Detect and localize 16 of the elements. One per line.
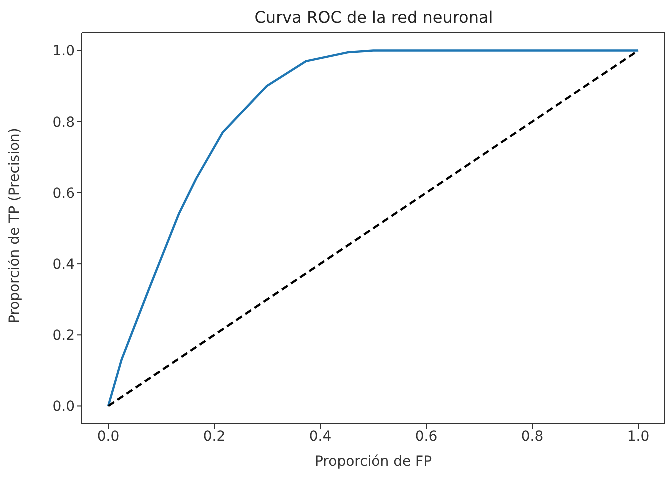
x-tick-label: 1.0	[627, 428, 650, 445]
x-tick-label: 0.8	[521, 428, 544, 445]
x-axis-title: Proporción de FP	[314, 454, 432, 470]
y-axis-title: Proporción de TP (Precision)	[6, 128, 23, 324]
line-series	[107, 50, 640, 408]
y-tick-label: 1.0	[52, 44, 75, 60]
chart-title: Curva ROC de la red neuronal	[254, 8, 494, 27]
y-tick-label: 0.8	[52, 114, 75, 131]
y-tick-label: 0.2	[52, 328, 75, 344]
x-tick-label: 0.4	[309, 428, 332, 445]
x-tick-label: 0.6	[415, 428, 438, 445]
x-tick-label: 0.0	[97, 428, 120, 445]
y-tick-label: 0.4	[52, 257, 76, 274]
y-tick-label: 0.6	[52, 186, 76, 202]
x-tick-label: 0.2	[203, 428, 226, 445]
y-tick-label: 0.0	[52, 399, 75, 416]
